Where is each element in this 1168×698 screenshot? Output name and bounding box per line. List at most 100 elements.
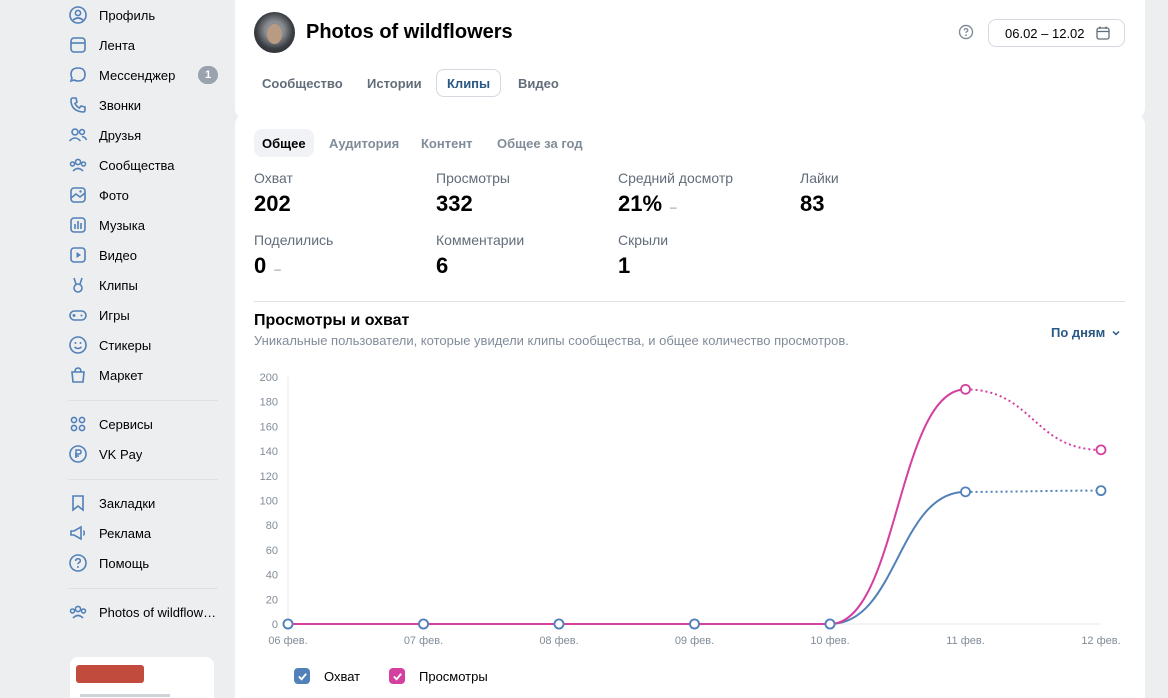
sidebar-item-label: Мессенджер [99, 67, 176, 83]
sidebar-item-13[interactable]: Маркет [68, 360, 223, 390]
phone-icon [68, 95, 88, 115]
sidebar-item-label: Реклама [99, 525, 152, 541]
tab-clips[interactable]: Клипы [436, 69, 502, 97]
checkbox-checked-icon[interactable] [294, 668, 310, 684]
photo-icon [68, 185, 88, 205]
sidebar-item-12[interactable]: Стикеры [68, 330, 223, 360]
smile-icon [68, 335, 88, 355]
stat-label: Охват [254, 170, 293, 186]
stat-likes: Лайки 83 [800, 170, 839, 217]
sidebar-item-4[interactable]: Звонки [68, 90, 223, 120]
stat-value: 6 [436, 253, 449, 278]
sidebar-separator [68, 588, 218, 589]
sidebar-item-6[interactable]: Сообщества [68, 150, 223, 180]
sidebar: Профиль Лента Мессенджер 1 Звонки Друзья Сообщ… [60, 0, 225, 698]
gamepad-icon [68, 305, 88, 325]
message-icon [68, 65, 88, 85]
sidebar-item-2[interactable]: Лента [68, 30, 223, 60]
subtab-yearly[interactable]: Общее за год [497, 135, 583, 151]
communities-icon [68, 155, 88, 175]
sidebar-item-7[interactable]: Фото [68, 180, 223, 210]
subtab-content[interactable]: Контент [421, 135, 473, 151]
sidebar-item-label: Игры [99, 307, 130, 323]
megaphone-icon [68, 523, 88, 543]
period-label: По дням [1051, 325, 1106, 340]
stat-label: Скрыли [618, 232, 669, 248]
sidebar-item-1[interactable]: Профиль [68, 0, 223, 30]
help-circle-icon [68, 553, 88, 573]
stat-value: 21% [618, 191, 663, 216]
sidebar-item-16[interactable]: Закладки [68, 488, 223, 518]
tab-video[interactable]: Видео [518, 75, 559, 91]
sidebar-item-label: Помощь [99, 555, 150, 571]
sidebar-item-8[interactable]: Музыка [68, 210, 223, 240]
sidebar-item-10[interactable]: Клипы [68, 270, 223, 300]
sidebar-item-label: Лента [99, 37, 135, 53]
sidebar-item-11[interactable]: Игры [68, 300, 223, 330]
sidebar-item-label: Друзья [99, 127, 142, 143]
sidebar-item-14[interactable]: Сервисы [68, 409, 223, 439]
sidebar-item-label: Профиль [99, 7, 156, 23]
bookmark-icon [68, 493, 88, 513]
legend-label: Охват [324, 668, 361, 684]
stat-value: 0 [254, 253, 267, 278]
newsfeed-icon [68, 35, 88, 55]
stat-label: Комментарии [436, 232, 525, 248]
chart-title: Просмотры и охват [254, 312, 410, 329]
statistics-card: Общее Аудитория Контент Общее за год Охв… [235, 113, 1145, 698]
sidebar-item-label: Стикеры [99, 337, 152, 353]
stat-value: 1 [618, 253, 631, 278]
community-avatar[interactable] [254, 12, 295, 53]
ad-promo-card[interactable] [70, 657, 214, 698]
sidebar-item-label: Фото [99, 187, 129, 203]
friends-icon [68, 125, 88, 145]
stat-value: 83 [800, 191, 825, 216]
sidebar-item-label: Звонки [99, 97, 141, 113]
services-grid-icon [68, 414, 88, 434]
music-icon [68, 215, 88, 235]
stat-comments: Комментарии 6 [436, 232, 524, 279]
market-bag-icon [68, 365, 88, 385]
video-icon [68, 245, 88, 265]
ad-text-placeholder [80, 694, 170, 697]
sidebar-item-label: Музыка [99, 217, 145, 233]
stat-label: Лайки [800, 170, 839, 186]
stat-value: 332 [436, 191, 473, 216]
checkbox-checked-icon[interactable] [389, 668, 405, 684]
sidebar-item-9[interactable]: Видео [68, 240, 223, 270]
tab-community[interactable]: Сообщество [262, 75, 343, 91]
chart-subtitle: Уникальные пользователи, которые увидели… [254, 333, 849, 348]
vkpay-icon [68, 444, 88, 464]
sidebar-item-18[interactable]: Помощь [68, 548, 223, 578]
stat-trend-dash: – [670, 200, 677, 214]
legend-views[interactable]: Просмотры [389, 668, 488, 684]
sidebar-item-5[interactable]: Друзья [68, 120, 223, 150]
help-icon[interactable] [958, 24, 974, 40]
clips-icon [68, 275, 88, 295]
stat-views: Просмотры 332 [436, 170, 510, 217]
legend-label: Просмотры [419, 668, 488, 684]
sidebar-item-label: Photos of wildflowers [99, 604, 219, 620]
sidebar-item-label: Маркет [99, 367, 144, 383]
sidebar-item-19[interactable]: Photos of wildflowers [68, 597, 223, 627]
stat-value: 202 [254, 191, 291, 216]
chevron-down-icon [1112, 330, 1120, 336]
stat-trend-dash: – [274, 262, 281, 276]
sidebar-separator [68, 400, 218, 401]
sidebar-item-15[interactable]: VK Pay [68, 439, 223, 469]
stat-avg-watch: Средний досмотр 21% – [618, 170, 733, 217]
community-header: Photos of wildflowers 06.02 – 12.02 Сооб… [235, 0, 1145, 120]
tab-stories[interactable]: Истории [367, 75, 422, 91]
subtab-audience[interactable]: Аудитория [329, 135, 400, 151]
sidebar-item-label: Сообщества [99, 157, 175, 173]
legend-reach[interactable]: Охват [294, 668, 360, 684]
sidebar-item-label: VK Pay [99, 446, 143, 462]
unread-badge: 1 [198, 66, 218, 84]
sidebar-item-17[interactable]: Реклама [68, 518, 223, 548]
sidebar-item-3[interactable]: Мессенджер 1 [68, 60, 223, 90]
subtab-general[interactable]: Общее [254, 129, 314, 157]
stat-reach: Охват 202 [254, 170, 293, 217]
stat-hidden: Скрыли 1 [618, 232, 668, 279]
date-range-picker[interactable]: 06.02 – 12.02 [988, 19, 1125, 47]
period-dropdown[interactable]: По дням [1051, 325, 1121, 340]
